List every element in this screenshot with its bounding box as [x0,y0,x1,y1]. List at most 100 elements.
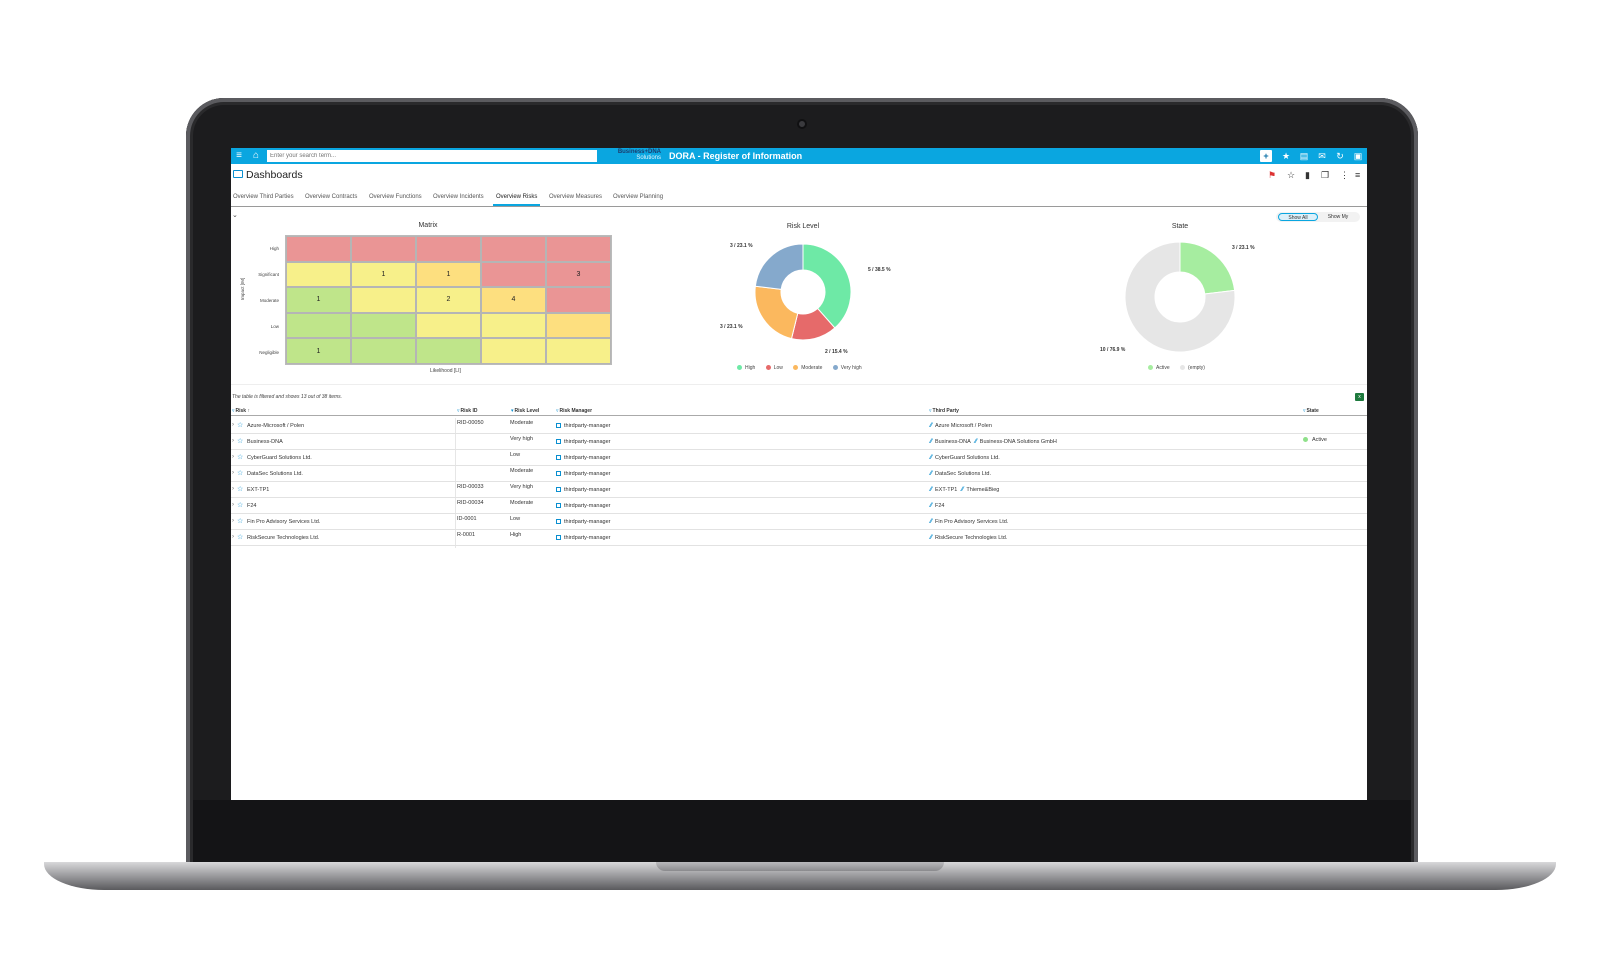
matrix-cell[interactable]: 4 [481,287,546,313]
table-row[interactable]: › ☆ F24 RID-00034 Moderate thirdparty-manager… [231,498,1367,514]
user-icon[interactable]: ▣ [1353,151,1363,161]
risk-manager[interactable]: thirdparty-manager [556,455,610,461]
matrix-cell[interactable] [546,287,611,313]
tab-incidents[interactable]: Overview Incidents [433,194,484,200]
table-row[interactable]: › ☆ EXT-TP1 RID-00033 Very high thirdparty-ma… [231,482,1367,498]
print-icon[interactable]: ▤ [1299,151,1309,161]
tab-risks[interactable]: Overview Risks [492,194,541,206]
risk-name[interactable]: EXT-TP1 [247,487,270,493]
legend-high[interactable]: High [737,365,755,371]
risk-manager[interactable]: thirdparty-manager [556,503,610,509]
expand-icon[interactable]: › [232,470,234,476]
tab-measures[interactable]: Overview Measures [549,194,603,200]
expand-icon[interactable]: › [232,486,234,492]
expand-icon[interactable]: › [232,454,234,460]
matrix-cell[interactable] [546,338,611,364]
tab-functions[interactable]: Overview Functions [369,194,422,200]
matrix-cell[interactable] [546,312,611,339]
matrix-cell[interactable] [351,236,416,262]
matrix-cell[interactable] [286,312,351,339]
list-icon[interactable]: ≡ [1355,170,1361,180]
legend-moderate[interactable]: Moderate [793,365,822,371]
risk-manager[interactable]: thirdparty-manager [556,471,610,477]
home-icon[interactable]: ⌂ [252,150,260,161]
risk-name[interactable]: RiskSecure Technologies Ltd. [247,535,320,541]
plus-icon[interactable]: + [1260,150,1272,162]
flag-icon[interactable]: ⚑ [1268,170,1277,180]
third-party[interactable]: ⁄⁄ Fin Pro Advisory Services Ltd. [930,519,1009,525]
table-row[interactable]: › ☆ DataSec Solutions Ltd. Moderate thirdpar… [231,466,1367,482]
show-my-button[interactable]: Show My [1327,214,1349,220]
risk-name[interactable]: Business-DNA [247,439,283,445]
matrix-cell[interactable]: 1 [351,261,416,288]
table-row[interactable]: › ☆ Business-DNA Very high thirdparty-manage… [231,434,1367,450]
matrix-cell[interactable] [416,338,481,364]
table-row[interactable]: › ☆ Fin Pro Advisory Services Ltd. ID-0001 L… [231,514,1367,530]
star-outline-icon[interactable]: ☆ [237,518,244,525]
third-party[interactable]: ⁄⁄ RiskSecure Technologies Ltd. [930,535,1008,541]
risk-manager[interactable]: thirdparty-manager [556,519,610,525]
col-state[interactable]: ▿State [1303,408,1319,414]
legend-active[interactable]: Active [1148,365,1170,371]
third-party[interactable]: ⁄⁄ F24 [930,503,945,509]
risk-name[interactable]: DataSec Solutions Ltd. [247,471,303,477]
matrix-cell[interactable] [351,312,416,339]
table-row[interactable]: › ☆ Azure-Microsoft / Polen RID-00050 Modera… [231,418,1367,434]
star-outline-icon[interactable]: ☆ [237,422,244,429]
delete-icon[interactable]: ▮ [1305,170,1310,180]
matrix-cell[interactable] [416,236,481,262]
star-outline-icon[interactable]: ☆ [237,438,244,445]
matrix-cell[interactable] [481,312,546,339]
tab-third-parties[interactable]: Overview Third Parties [233,194,294,200]
slice-moderate[interactable] [754,285,799,340]
matrix-cell[interactable]: 1 [286,287,351,313]
legend-low[interactable]: Low [765,365,783,371]
risk-name[interactable]: CyberGuard Solutions Ltd. [247,455,312,461]
menu-icon[interactable]: ≡ [236,150,242,161]
star-outline-icon[interactable]: ☆ [237,470,244,477]
col-third-party[interactable]: ▿Third Party [929,408,959,414]
risk-manager[interactable]: thirdparty-manager [556,423,610,429]
show-all-button[interactable]: Show All [1278,213,1318,221]
expand-icon[interactable]: › [232,502,234,508]
third-party[interactable]: ⁄⁄ Business-DNA ⁄⁄ Business-DNA Solutions G… [930,439,1057,445]
expand-icon[interactable]: › [232,518,234,524]
star-icon[interactable]: ★ [1281,151,1291,161]
expand-icon[interactable]: › [232,422,234,428]
star-outline-icon[interactable]: ☆ [237,534,244,541]
third-party[interactable]: ⁄⁄ CyberGuard Solutions Ltd. [930,455,1000,461]
legend-very-high[interactable]: Very high [832,365,862,371]
col-risk[interactable]: ▿Risk ↑ [232,408,250,414]
star-outline-icon[interactable]: ☆ [237,502,244,509]
matrix-cell[interactable]: 2 [416,287,481,313]
tab-planning[interactable]: Overview Planning [613,194,664,200]
risk-name[interactable]: Fin Pro Advisory Services Ltd. [247,519,321,525]
matrix-cell[interactable] [546,236,611,262]
star-outline-icon[interactable]: ☆ [237,454,244,461]
mail-icon[interactable]: ✉ [1318,151,1326,161]
matrix-cell[interactable] [286,236,351,262]
matrix-cell[interactable] [481,338,546,364]
expand-icon[interactable]: › [232,534,234,540]
refresh-icon[interactable]: ↻ [1336,151,1344,161]
slice-veryhigh[interactable] [754,243,804,290]
matrix-cell[interactable] [416,312,481,339]
slice-empty[interactable] [1124,241,1236,353]
matrix-cell[interactable] [286,261,351,288]
chevron-down-icon[interactable]: ⌄ [232,212,238,219]
third-party[interactable]: ⁄⁄ Azure Microsoft / Polen [930,423,992,429]
col-risk-level[interactable]: ▾Risk Level [511,408,540,414]
matrix-cell[interactable] [351,338,416,364]
col-risk-id[interactable]: ▿Risk ID [457,408,478,414]
matrix-cell[interactable]: 1 [416,261,481,288]
copy-icon[interactable]: ❐ [1321,170,1330,180]
third-party[interactable]: ⁄⁄ DataSec Solutions Ltd. [930,471,991,477]
matrix-cell[interactable] [481,236,546,262]
slice-active[interactable] [1179,241,1236,295]
tab-contracts[interactable]: Overview Contracts [305,194,358,200]
favorite-icon[interactable]: ☆ [1287,170,1296,180]
search-input[interactable] [267,150,597,162]
risk-manager[interactable]: thirdparty-manager [556,487,610,493]
legend-empty[interactable]: (empty) [1180,365,1205,371]
matrix-cell[interactable] [351,287,416,313]
